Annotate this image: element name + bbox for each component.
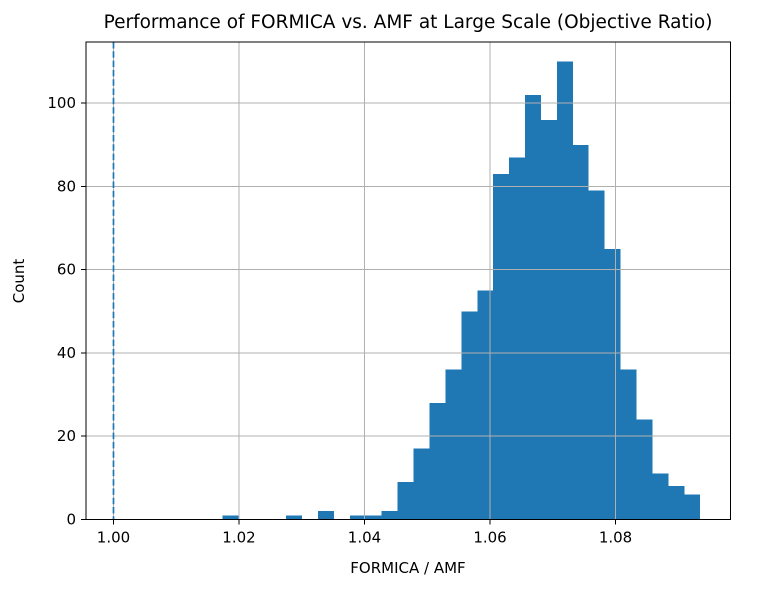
histogram-bar xyxy=(556,61,573,520)
y-tick-label: 100 xyxy=(47,94,76,112)
histogram-bar xyxy=(461,311,478,520)
histogram-bar xyxy=(429,402,446,520)
x-axis-label: FORMICA / AMF xyxy=(350,559,465,577)
histogram-bar xyxy=(365,515,382,520)
histogram-bar xyxy=(413,448,430,520)
plot-border xyxy=(85,41,732,520)
histogram-bar xyxy=(620,369,637,520)
histogram-bar xyxy=(588,190,605,520)
y-tick-label: 80 xyxy=(57,177,76,195)
histogram-bar xyxy=(222,515,239,520)
histogram-bar xyxy=(349,515,366,520)
histogram-bar xyxy=(525,94,541,520)
histogram-bar xyxy=(684,494,701,520)
histogram-bar xyxy=(604,248,621,520)
y-axis-label: Count xyxy=(10,259,28,304)
histogram-bar xyxy=(318,511,334,520)
y-tick-label: 20 xyxy=(57,427,76,445)
x-tick-label: 1.04 xyxy=(348,529,381,547)
x-tick-label: 1.02 xyxy=(222,529,255,547)
histogram-bar xyxy=(636,419,653,520)
y-tick-label: 0 xyxy=(66,511,76,529)
y-tick-label: 60 xyxy=(57,261,76,279)
histogram-bar xyxy=(668,486,685,520)
y-tick-label: 40 xyxy=(57,344,76,362)
x-tick-label: 1.08 xyxy=(599,529,632,547)
axes-layer xyxy=(81,41,732,525)
histogram-bar xyxy=(540,119,557,520)
histogram-bars-layer xyxy=(222,61,701,520)
histogram-bar xyxy=(493,173,510,520)
x-tick-label: 1.00 xyxy=(97,529,130,547)
tick-labels-layer: 1.00 1.02 1.04 1.06 1.08 0 20 40 60 80 100 xyxy=(47,94,632,546)
histogram-bar xyxy=(572,144,589,520)
histogram-bar xyxy=(397,482,414,520)
histogram-bar xyxy=(652,473,669,520)
histogram-bar xyxy=(509,157,526,520)
histogram-bar xyxy=(445,369,462,520)
histogram-bar xyxy=(381,511,398,520)
chart-title: Performance of FORMICA vs. AMF at Large … xyxy=(104,12,713,33)
histogram-bar xyxy=(286,515,303,520)
histogram-bar xyxy=(477,290,494,520)
x-tick-label: 1.06 xyxy=(473,529,506,547)
